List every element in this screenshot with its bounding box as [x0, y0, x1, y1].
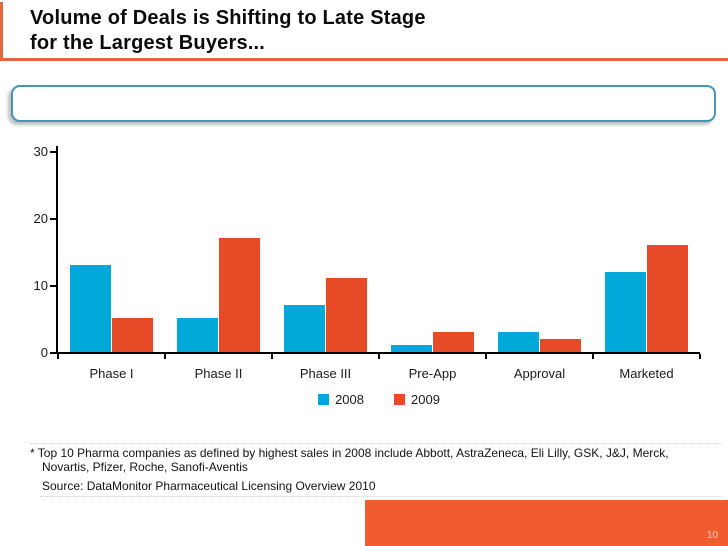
x-category-label: Marketed — [619, 366, 674, 381]
bar-2009-phase-i — [112, 318, 153, 352]
y-axis-line — [56, 146, 58, 354]
legend-label-2009: 2009 — [411, 392, 440, 407]
legend-swatch-2009 — [394, 394, 405, 405]
y-tick-label: 0 — [40, 345, 48, 360]
title-underline — [0, 58, 728, 61]
y-tick-label: 30 — [33, 144, 48, 159]
x-category-label: Approval — [513, 366, 566, 381]
legend-label-2008: 2008 — [335, 392, 364, 407]
x-axis-line — [56, 352, 700, 354]
legend-item-2008: 2008 — [318, 392, 364, 407]
bar-2008-phase-ii — [177, 318, 218, 352]
y-tick — [50, 151, 56, 153]
divider-dotted-upper — [30, 443, 722, 444]
y-tick-label: 10 — [33, 278, 48, 293]
bar-2009-marketed — [647, 245, 688, 352]
y-tick — [50, 218, 56, 220]
legend-swatch-2008 — [318, 394, 330, 405]
page-number: 10 — [706, 530, 718, 541]
bar-2008-pre-app — [391, 345, 432, 352]
bar-2009-phase-ii — [219, 238, 260, 352]
chart-legend: 2008 2009 — [0, 392, 728, 407]
x-category-label: Pre-App — [408, 366, 457, 381]
x-category-label: Phase III — [299, 366, 352, 381]
footnote-text: * Top 10 Pharma companies as defined by … — [30, 446, 669, 474]
bar-2009-pre-app — [433, 332, 474, 352]
bar-2009-phase-iii — [326, 278, 367, 352]
x-tick — [378, 354, 380, 359]
bar-2008-approval — [498, 332, 539, 352]
x-tick — [485, 354, 487, 359]
bar-2008-marketed — [605, 272, 646, 352]
footer-bar: 10 — [365, 500, 728, 546]
footnote-source: Source: DataMonitor Pharmaceutical Licen… — [42, 479, 376, 493]
bar-2009-approval — [540, 339, 581, 352]
x-category-label: Phase I — [89, 366, 134, 381]
x-tick — [57, 354, 59, 359]
legend-item-2009: 2009 — [394, 392, 440, 407]
y-tick — [50, 352, 56, 354]
bar-2008-phase-i — [70, 265, 111, 352]
bar-2008-phase-iii — [284, 305, 325, 352]
y-tick — [50, 285, 56, 287]
x-tick — [592, 354, 594, 359]
left-accent-stripe — [0, 2, 3, 60]
x-category-label: Phase II — [194, 366, 243, 381]
empty-text-box — [11, 85, 716, 122]
x-tick — [699, 354, 701, 359]
divider-dotted-lower — [40, 496, 722, 497]
x-tick — [164, 354, 166, 359]
y-tick-label: 20 — [33, 211, 48, 226]
footnote: * Top 10 Pharma companies as defined by … — [30, 446, 706, 493]
slide-title: Volume of Deals is Shifting to Late Stag… — [30, 7, 426, 55]
x-tick — [271, 354, 273, 359]
